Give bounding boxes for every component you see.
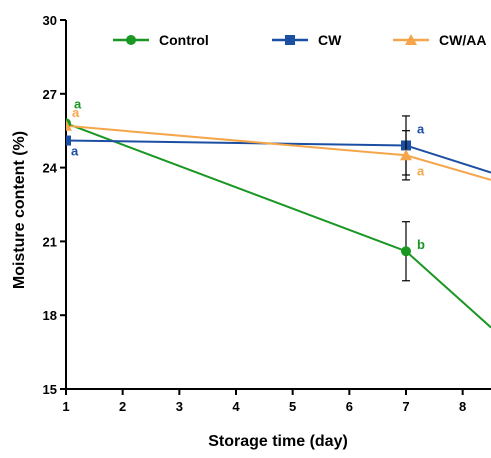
- y-axis-title: Moisture content (%): [11, 131, 28, 289]
- significance-label: a: [72, 105, 80, 120]
- significance-label: a: [71, 144, 79, 159]
- y-tick-label: 30: [43, 13, 57, 28]
- data-point: [66, 119, 72, 131]
- x-tick-label: 3: [176, 399, 183, 414]
- legend: Control CW CW/AA: [113, 32, 486, 48]
- x-axis-title: Storage time (day): [208, 433, 348, 450]
- x-tick-label: 7: [402, 399, 409, 414]
- x-tick-label: 8: [459, 399, 466, 414]
- x-tick-label: 1: [62, 399, 69, 414]
- axes-group: 15 18 21 24 27 30 1 2 3 4 5 6 7 8: [43, 13, 491, 414]
- series-line: [66, 139, 491, 174]
- legend-label: CW/AA: [439, 32, 486, 48]
- y-tick-label: 21: [43, 234, 57, 249]
- y-tick-label: 27: [43, 87, 57, 102]
- y-tick-label: 24: [43, 161, 58, 176]
- data-point: [66, 135, 71, 146]
- significance-label: b: [417, 237, 425, 252]
- series-line: [66, 122, 491, 329]
- x-tick-label: 5: [289, 399, 296, 414]
- x-tick-label: 2: [119, 399, 126, 414]
- significance-label: a: [417, 163, 425, 178]
- legend-marker: [285, 35, 295, 45]
- y-tick-label: 15: [43, 382, 57, 397]
- x-tick-label: 6: [346, 399, 353, 414]
- significance-label: a: [74, 96, 82, 111]
- data-point: [401, 246, 411, 257]
- legend-marker: [405, 34, 417, 45]
- y-tick-label: 18: [43, 308, 57, 323]
- legend-label: CW: [318, 32, 342, 48]
- data-point: [400, 149, 412, 161]
- legend-label: Control: [159, 32, 209, 48]
- legend-marker: [126, 35, 136, 45]
- significance-label: a: [417, 121, 425, 136]
- x-tick-label: 4: [232, 399, 240, 414]
